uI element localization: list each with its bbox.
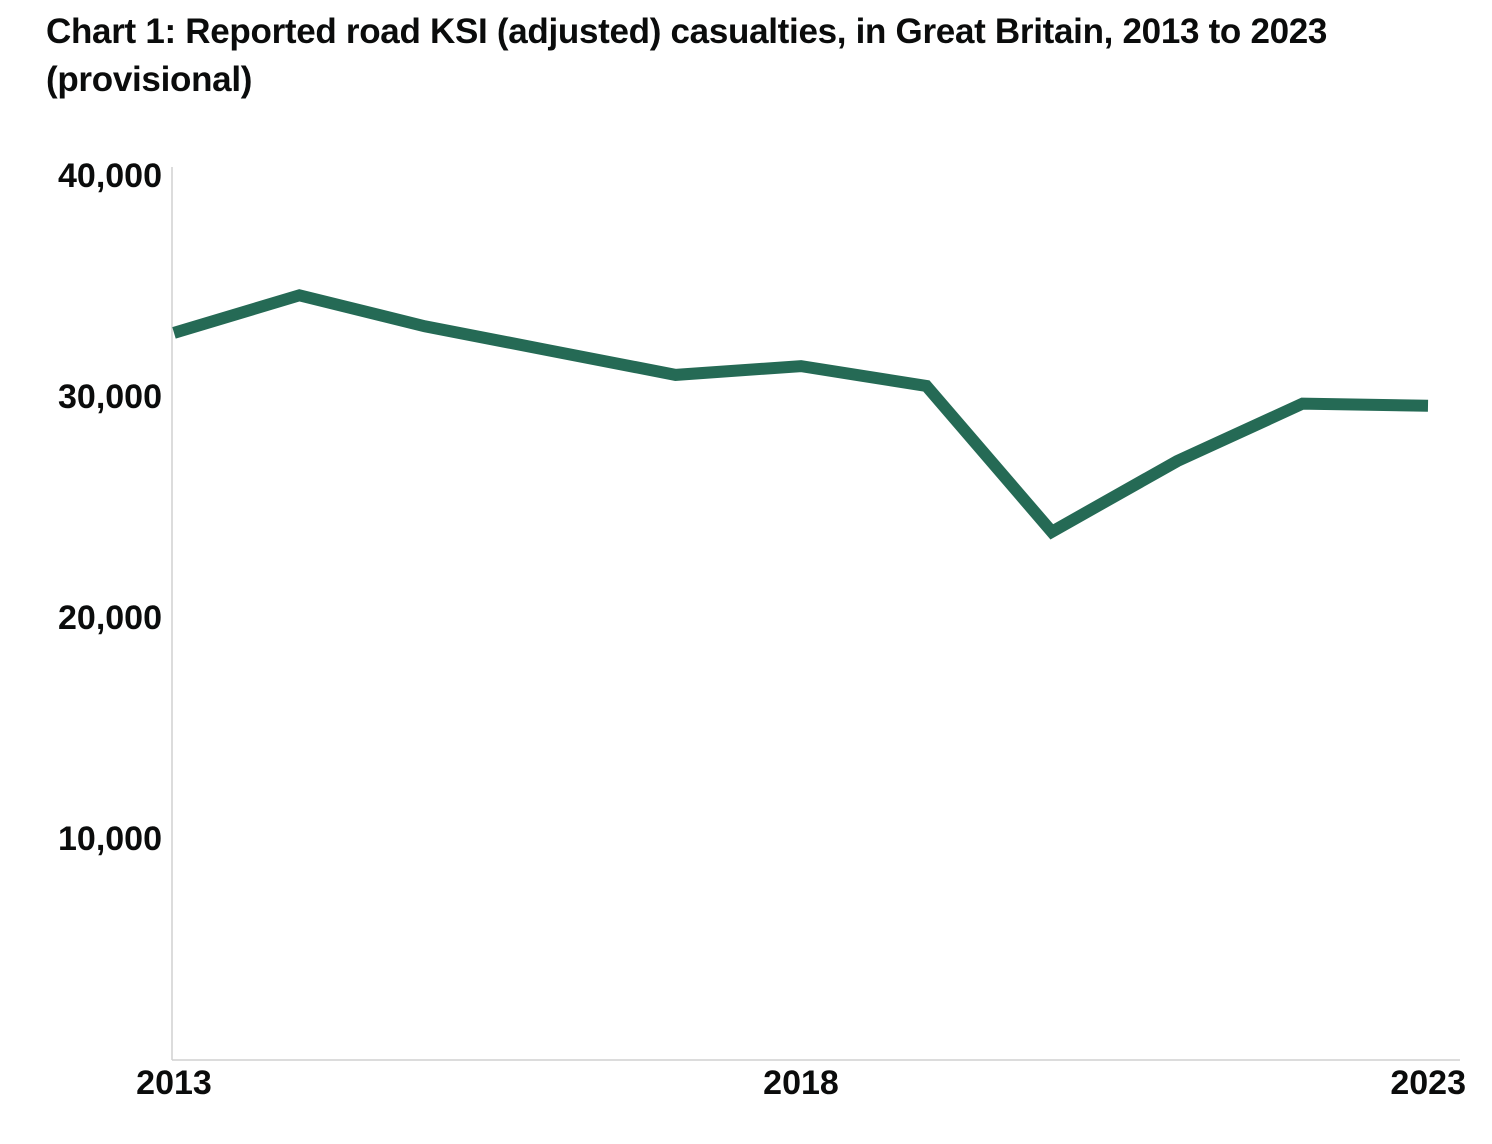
y-tick-label: 20,000 (58, 599, 162, 637)
x-tick-label: 2013 (136, 1064, 212, 1102)
series-group (172, 289, 1429, 540)
x-axis-ticks: 2013 2018 2023 (136, 1064, 1466, 1102)
series-line (172, 289, 1429, 540)
chart-title: Chart 1: Reported road KSI (adjusted) ca… (46, 12, 1328, 99)
y-axis-ticks: 10,000 20,000 30,000 40,000 (58, 157, 162, 858)
x-tick-label: 2018 (763, 1064, 839, 1102)
y-tick-label: 10,000 (58, 820, 162, 858)
y-tick-label: 40,000 (58, 157, 162, 195)
y-tick-label: 30,000 (58, 378, 162, 416)
x-tick-label: 2023 (1390, 1064, 1466, 1102)
